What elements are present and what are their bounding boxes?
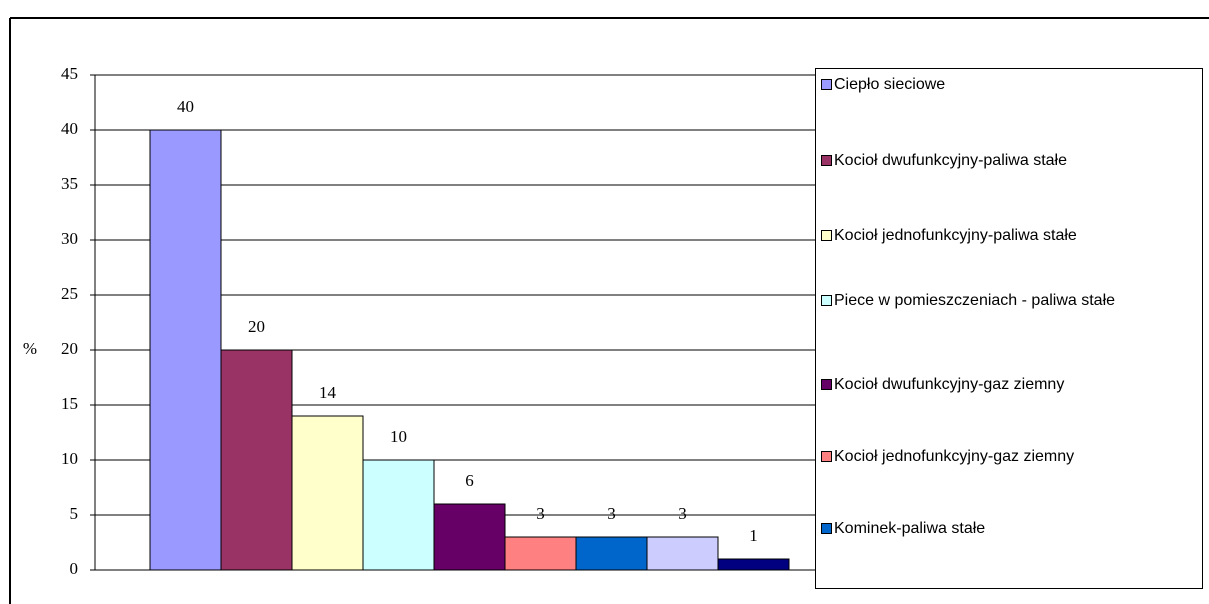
- legend-marker: [821, 523, 832, 534]
- y-tick-label: 45: [61, 64, 78, 83]
- data-label: 14: [319, 383, 337, 402]
- y-tick-label: 10: [61, 449, 78, 468]
- y-tick-label: 20: [61, 339, 78, 358]
- bar: [149, 129, 222, 571]
- y-tick-label: 40: [61, 119, 78, 138]
- y-tick-label: 25: [61, 284, 78, 303]
- legend-entry: Kocioł jednofunkcyjny-paliwa stałe: [820, 226, 1200, 245]
- legend-label: Kominek-paliwa stałe: [834, 520, 986, 537]
- data-label: 3: [607, 504, 616, 523]
- data-label: 20: [248, 317, 265, 336]
- y-tick-label: 30: [61, 229, 78, 248]
- legend-marker: [821, 451, 832, 462]
- legend-marker: [821, 379, 832, 390]
- legend-label: Kocioł dwufunkcyjny-paliwa stałe: [834, 152, 1067, 169]
- legend-marker: [821, 295, 832, 306]
- legend-entry: Kominek-paliwa stałe: [820, 519, 1200, 538]
- data-label: 3: [678, 504, 687, 523]
- bar: [504, 536, 577, 571]
- bar: [433, 503, 506, 571]
- legend-entry: Kocioł dwufunkcyjny-paliwa stałe: [820, 151, 1200, 170]
- bar: [717, 558, 790, 571]
- legend-entry: Ciepło sieciowe: [820, 75, 1200, 94]
- data-label: 10: [390, 427, 407, 446]
- y-tick-label: 35: [61, 174, 78, 193]
- data-label: 1: [749, 526, 758, 545]
- legend-label: Piece w pomieszczeniach - paliwa stałe: [834, 292, 1116, 309]
- y-axis-label: %: [23, 339, 37, 358]
- bar: [575, 536, 648, 571]
- legend-marker: [821, 155, 832, 166]
- y-tick-label: 5: [70, 504, 79, 523]
- legend-entry: Kocioł jednofunkcyjny-gaz ziemny: [820, 447, 1200, 466]
- bar: [220, 349, 293, 571]
- bar: [291, 415, 364, 571]
- y-tick-label: 0: [70, 559, 79, 578]
- legend-marker: [821, 230, 832, 241]
- legend-entry: Piece w pomieszczeniach - paliwa stałe: [820, 291, 1200, 310]
- legend-label: Ciepło sieciowe: [834, 76, 946, 93]
- legend-label: Kocioł dwufunkcyjny-gaz ziemny: [834, 376, 1065, 393]
- data-label: 3: [536, 504, 545, 523]
- legend-label: Kocioł jednofunkcyjny-gaz ziemny: [834, 448, 1075, 465]
- bar: [646, 536, 719, 571]
- legend-label: Kocioł jednofunkcyjny-paliwa stałe: [834, 227, 1077, 244]
- data-label: 6: [465, 471, 474, 490]
- legend: Ciepło sieciowe Kocioł dwufunkcyjny-paliw…: [815, 68, 1203, 589]
- bar: [362, 459, 435, 571]
- y-tick-label: 15: [61, 394, 78, 413]
- legend-marker: [821, 79, 832, 90]
- legend-entry: Kocioł dwufunkcyjny-gaz ziemny: [820, 375, 1200, 394]
- data-label: 40: [177, 97, 194, 116]
